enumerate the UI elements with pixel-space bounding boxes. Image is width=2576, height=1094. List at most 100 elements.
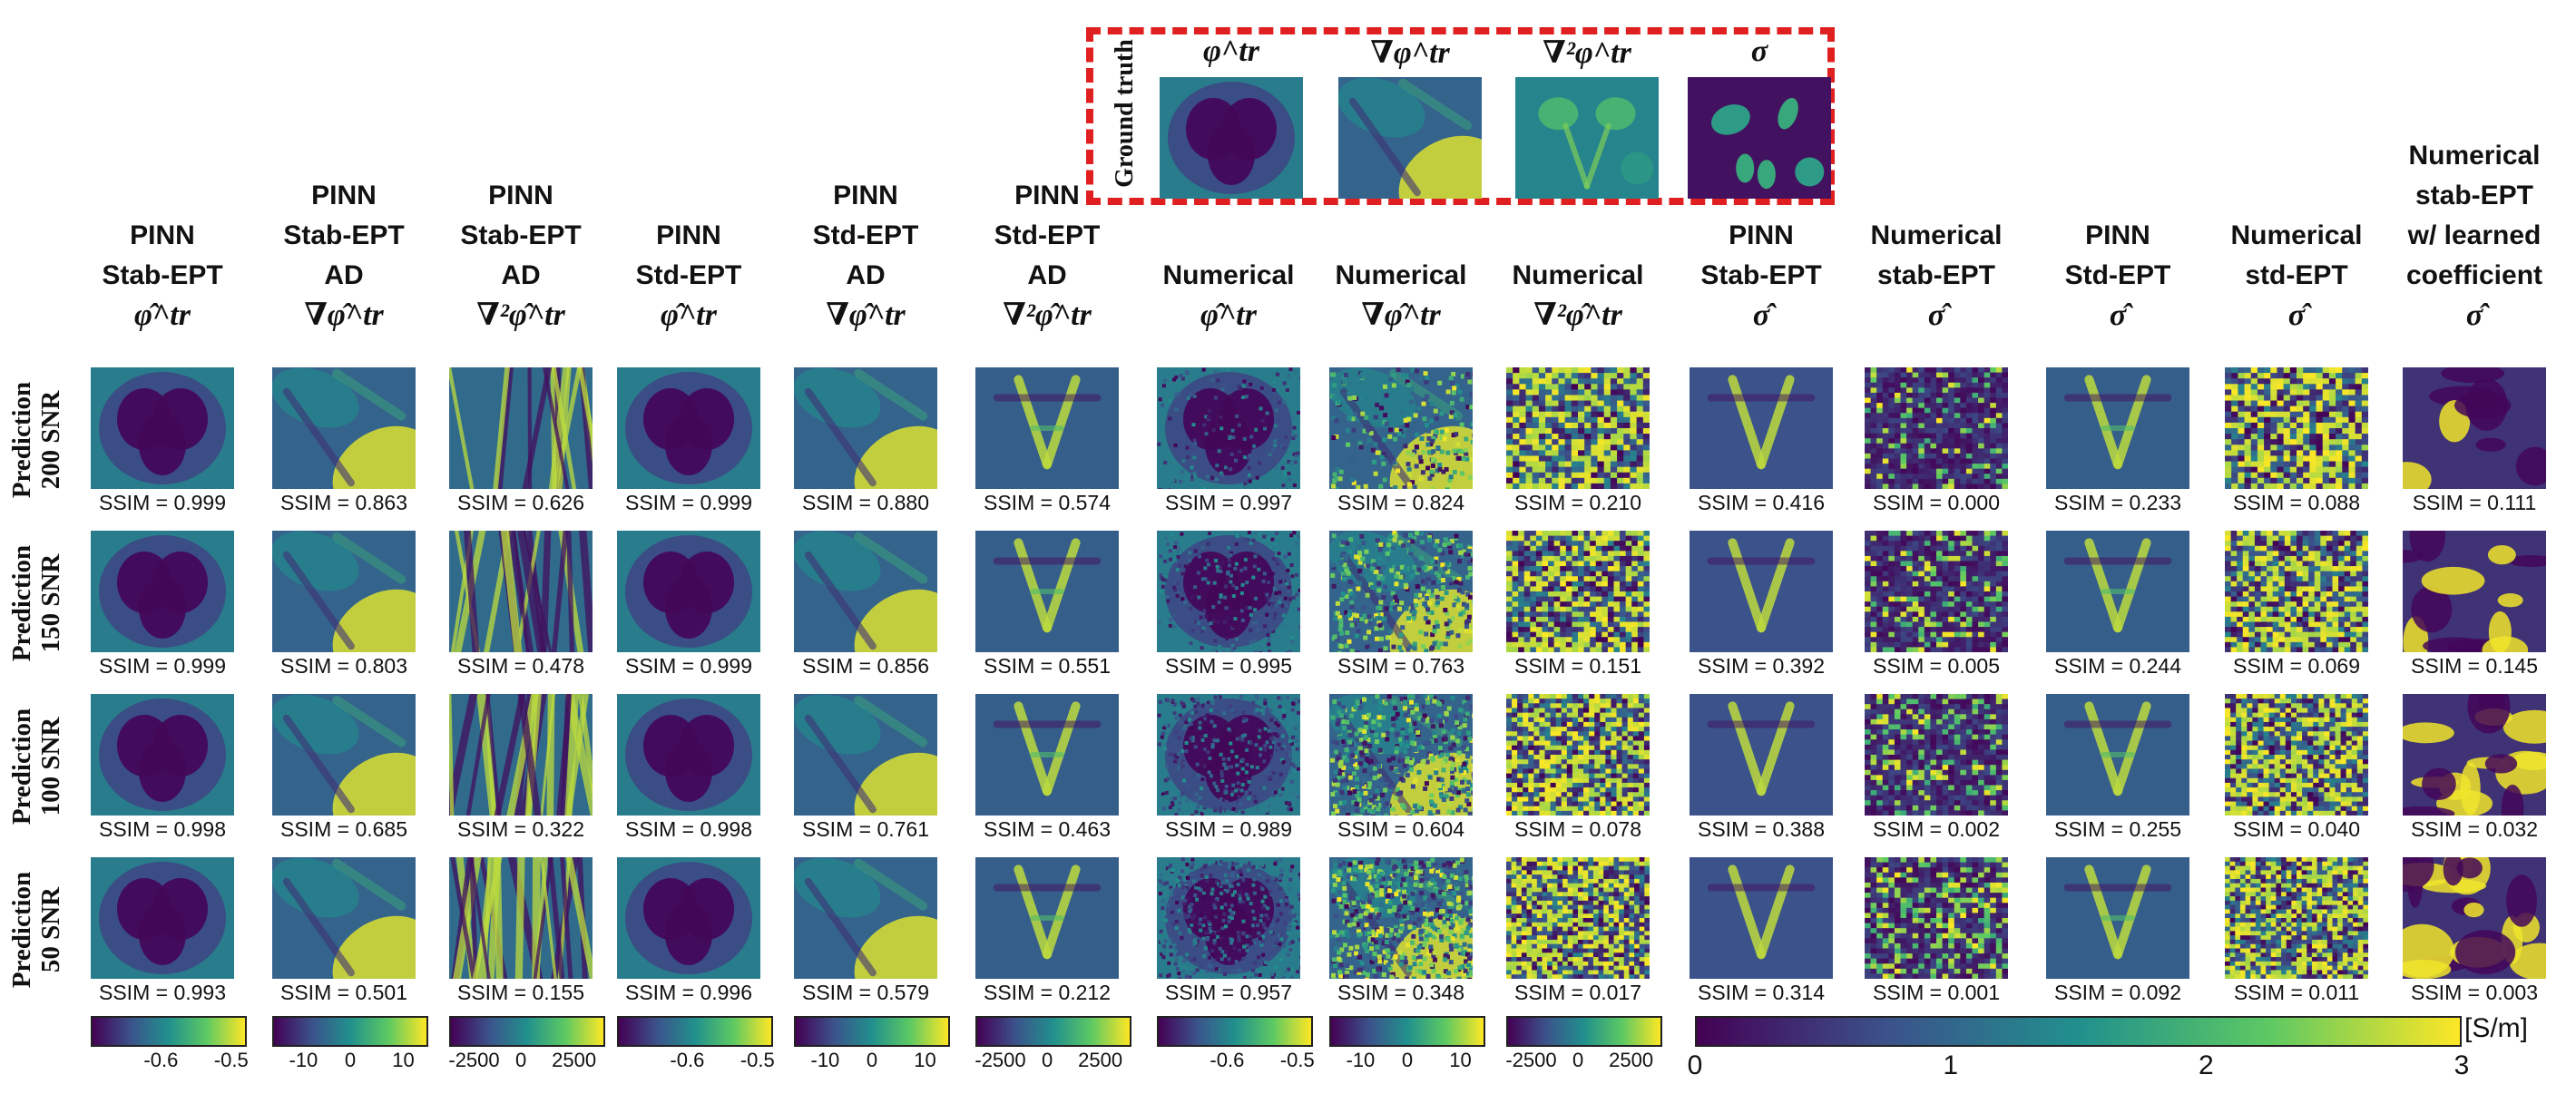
colorbar: [272, 1016, 428, 1047]
heatmap-image: [794, 857, 937, 979]
heatmap-image: [1865, 531, 2008, 652]
ssim-value: SSIM = 0.210: [1514, 491, 1641, 514]
heatmap-image: [975, 694, 1119, 816]
column-title-line: PINN: [1014, 181, 1080, 210]
column-title-line: PINN: [1729, 220, 1794, 250]
column-title-line: Numerical: [1162, 260, 1295, 290]
ssim-value: SSIM = 0.392: [1698, 654, 1825, 678]
colorbar-tick-label: 2500: [1609, 1049, 1654, 1071]
prediction-tile: [2225, 694, 2368, 816]
prediction-tile: [617, 857, 760, 979]
column-header: PINN Stab-EPT AD ∇φ̂^tr: [258, 176, 430, 336]
colorbar: [449, 1016, 605, 1047]
ground-truth-title: ∇²φ^tr: [1543, 36, 1631, 70]
heatmap-image: [1690, 694, 1833, 816]
heatmap-image: [1329, 367, 1473, 489]
ssim-value: SSIM = 0.388: [1698, 817, 1825, 841]
prediction-tile: [1690, 531, 1833, 652]
colorbar-tick-label: 0: [866, 1049, 878, 1071]
column-symbol: ∇φ̂^tr: [304, 298, 384, 332]
ssim-value: SSIM = 0.551: [984, 654, 1111, 678]
column-header: Numerical ∇φ̂^tr: [1315, 256, 1487, 336]
colorbar-tick-label: -0.6: [670, 1049, 705, 1071]
heatmap-image: [2403, 367, 2546, 489]
prediction-tile: [1157, 531, 1300, 652]
ssim-value: SSIM = 0.463: [984, 817, 1111, 841]
heatmap-image: [2046, 367, 2189, 489]
heatmap-image: [2403, 857, 2546, 979]
column-title-line: PINN: [833, 181, 898, 210]
heatmap-image: [1515, 77, 1659, 199]
heatmap-image: [91, 367, 234, 489]
column-symbol: ∇²φ̂^tr: [476, 298, 565, 332]
heatmap-image: [1865, 694, 2008, 816]
heatmap-image: [449, 367, 593, 489]
column-title-line: PINN: [130, 220, 195, 250]
heatmap-image: [272, 694, 416, 816]
heatmap-image: [1329, 857, 1473, 979]
colorbar-tick-label: 10: [392, 1049, 415, 1071]
column-title-line: Std-EPT: [994, 220, 1101, 250]
column-symbol: σ̂: [1752, 298, 1770, 332]
colorbar-tick-label: -10: [289, 1049, 318, 1071]
column-title-line: stab-EPT: [1876, 260, 1996, 290]
sigma-colorbar-tick-label: 3: [2454, 1050, 2470, 1080]
row-label: Prediction 200 SNR: [7, 367, 65, 513]
prediction-tile: [1329, 531, 1473, 652]
ssim-value: SSIM = 0.111: [2412, 491, 2537, 514]
heatmap-image: [617, 857, 760, 979]
column-symbol: ∇²φ̂^tr: [1533, 298, 1622, 332]
prediction-tile: [91, 694, 234, 816]
heatmap-image: [794, 367, 937, 489]
heatmap-image: [1157, 531, 1300, 652]
ssim-value: SSIM = 0.040: [2233, 817, 2360, 841]
prediction-tile: [2225, 531, 2368, 652]
ssim-value: SSIM = 0.957: [1165, 981, 1292, 1004]
prediction-tile: [2403, 531, 2546, 652]
sigma-colorbar-tick-label: 2: [2198, 1050, 2214, 1080]
ssim-value: SSIM = 0.078: [1514, 817, 1641, 841]
colorbar-tick-label: -0.5: [213, 1049, 249, 1071]
heatmap-image: [2046, 694, 2189, 816]
colorbar: [1329, 1016, 1485, 1047]
column-symbol: σ̂: [1927, 298, 1945, 332]
ssim-value: SSIM = 0.574: [984, 491, 1111, 514]
column-title-line: Std-EPT: [2064, 260, 2171, 290]
colorbar-tick-label: -0.6: [143, 1049, 179, 1071]
colorbar-tick-label: -2500: [1505, 1049, 1557, 1071]
column-title-line: std-EPT: [2245, 260, 2348, 290]
ssim-value: SSIM = 0.763: [1337, 654, 1464, 678]
ssim-value: SSIM = 0.155: [457, 981, 584, 1004]
ground-truth-title: ∇φ^tr: [1370, 36, 1450, 70]
prediction-tile: [975, 857, 1119, 979]
column-symbol: φ̂^tr: [1200, 298, 1257, 332]
ground-truth-panel: [1515, 77, 1659, 199]
heatmap-image: [1506, 694, 1650, 816]
colorbar: [975, 1016, 1131, 1047]
column-title-line: Stab-EPT: [283, 220, 405, 250]
colorbar-tick-label: -0.5: [739, 1049, 775, 1071]
prediction-tile: [2225, 367, 2368, 489]
heatmap-image: [449, 694, 593, 816]
prediction-tile: [1690, 694, 1833, 816]
column-title-line: AD: [846, 260, 886, 290]
column-header: PINN Std-EPT φ̂^tr: [602, 216, 775, 336]
heatmap-image: [1157, 367, 1300, 489]
column-header: PINN Stab-EPT AD ∇²φ̂^tr: [435, 176, 607, 336]
prediction-tile: [272, 857, 416, 979]
column-title-line: PINN: [311, 181, 377, 210]
prediction-tile: [1329, 857, 1473, 979]
column-title-line: Stab-EPT: [460, 220, 582, 250]
prediction-tile: [1506, 857, 1650, 979]
colorbar-tick-label: 2500: [1078, 1049, 1123, 1071]
heatmap-image: [272, 531, 416, 652]
heatmap-image: [2225, 694, 2368, 816]
heatmap-image: [2403, 694, 2546, 816]
ssim-value: SSIM = 0.880: [802, 491, 929, 514]
ssim-value: SSIM = 0.998: [625, 817, 752, 841]
colorbar-tick-label: 0: [1401, 1049, 1414, 1071]
column-header: Numerical stab-EPT σ̂: [1850, 216, 2023, 336]
ssim-value: SSIM = 0.255: [2054, 817, 2181, 841]
ground-truth-title: σ: [1750, 34, 1768, 68]
column-header: PINN Std-EPT σ̂: [2032, 216, 2204, 336]
